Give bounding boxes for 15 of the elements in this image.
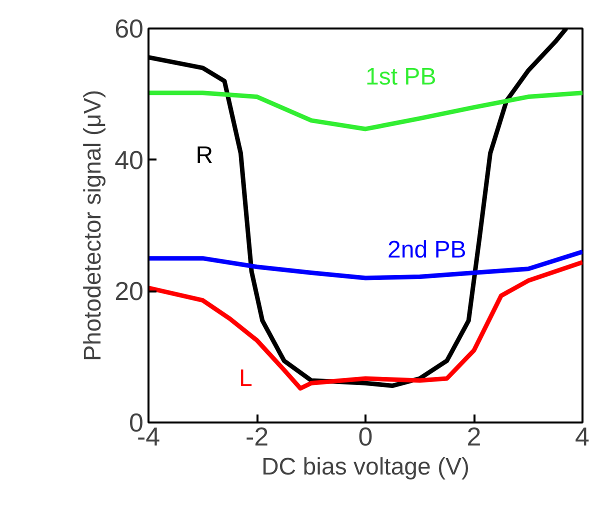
y-axis-title: Photodetector signal (μV): [80, 90, 107, 362]
x-tick-label: -2: [245, 422, 269, 452]
line-series: [148, 260, 582, 391]
y-tick-label: 40: [114, 144, 144, 175]
y-tick-label: 20: [114, 276, 144, 306]
y-tick-label: 60: [114, 14, 144, 44]
x-axis-title: DC bias voltage (V): [261, 454, 470, 480]
series-label: 2nd PB: [388, 236, 466, 264]
line-series: [148, 90, 582, 132]
x-tick-label: 4: [575, 422, 589, 452]
series-label: 1st PB: [366, 63, 436, 90]
series-label: L: [239, 364, 252, 392]
x-tick-label: 2: [466, 422, 482, 452]
series-label: R: [196, 142, 214, 169]
x-tick-label: 0: [358, 422, 373, 452]
